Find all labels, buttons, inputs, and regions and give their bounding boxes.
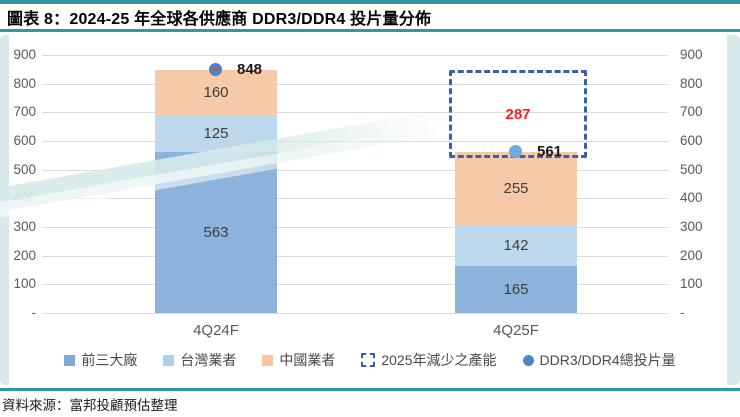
axis-tick-label: 900 [13,47,36,62]
figure-title-bar: 圖表 8：2024-25 年全球各供應商 DDR3/DDR4 投片量分佈 [0,0,740,32]
legend-square-swatch-icon [262,354,274,366]
gridline [42,84,668,85]
bar-segment: 125 [155,115,277,152]
axis-tick-label: - [31,305,37,320]
reduction-value-label: 287 [505,105,531,123]
axis-tick-label: 700 [13,104,36,120]
total-marker-icon [509,145,522,159]
bar-segment: 142 [455,224,577,266]
legend-item: 2025年減少之產能 [361,350,497,370]
divider-line [0,388,740,391]
legend: 前三大廠 台灣業者 中國業者 2025年減少之產能 DDR3/DDR4總投片量 [0,349,740,371]
axis-tick-label: 200 [13,247,36,263]
bar-segment-label: 165 [503,280,529,298]
legend-circle-icon [522,354,534,366]
legend-item-label: 前三大廠 [81,352,138,368]
axis-tick-label: 400 [680,190,703,206]
gridline [42,55,668,56]
axis-tick-label: 600 [680,133,703,148]
axis-tick-label: 300 [680,219,703,234]
bar-segment-label: 142 [503,236,529,254]
legend-square-swatch-icon [163,354,175,366]
axis-tick-label: 900 [680,47,703,62]
axis-tick-label: 500 [13,161,36,177]
bar-segment-label: 160 [203,84,229,102]
bar-segment: 255 [455,151,577,225]
legend-square-swatch-icon [64,354,76,366]
bar-segment-label: 563 [203,223,229,241]
source-note: 資料來源：富邦投顧預估整理 [2,398,178,413]
legend-item-label: DDR3/DDR4總投片量 [539,352,676,368]
bar-segment: 165 [455,265,577,313]
total-value-label: 848 [237,60,263,78]
legend-item-label: 中國業者 [279,352,336,368]
gridline [42,284,668,285]
gridline [42,256,668,257]
axis-tick-label: 300 [13,219,36,234]
axis-tick-label: 100 [680,276,703,292]
axis-tick-label: - [680,305,685,320]
marker-inner-dash [212,68,219,71]
axis-tick-label: 600 [13,133,36,148]
bar-segment: 563 [155,151,277,313]
total-marker-icon [209,62,222,76]
axis-tick-label: 500 [680,161,703,177]
axis-tick-label: 200 [680,247,703,263]
legend-dashed-square-icon [361,353,376,367]
legend-item: 台灣業者 [163,350,236,370]
axis-tick-label: 800 [680,75,703,91]
figure-title: 圖表 8：2024-25 年全球各供應商 DDR3/DDR4 投片量分佈 [7,10,432,28]
legend-item-label: 台灣業者 [180,352,237,368]
gridline [42,227,668,228]
category-label: 4Q24F [193,322,239,339]
legend-item: 前三大廠 [64,350,137,370]
bar-segment-label: 255 [503,179,529,197]
axis-tick-label: 700 [680,104,703,120]
axis-tick-label: 800 [13,75,36,91]
axis-tick-label: 100 [13,276,36,292]
panel-right-edge-strip [727,35,740,385]
total-value-label: 561 [537,143,563,161]
legend-item: DDR3/DDR4總投片量 [522,350,676,370]
legend-item-label: 2025年減少之產能 [381,352,497,368]
bar-segment-label: 125 [203,125,229,143]
axis-tick-label: 400 [13,190,36,206]
legend-item: 中國業者 [262,350,335,370]
category-label: 4Q25F [493,322,539,339]
gridline [42,313,668,314]
